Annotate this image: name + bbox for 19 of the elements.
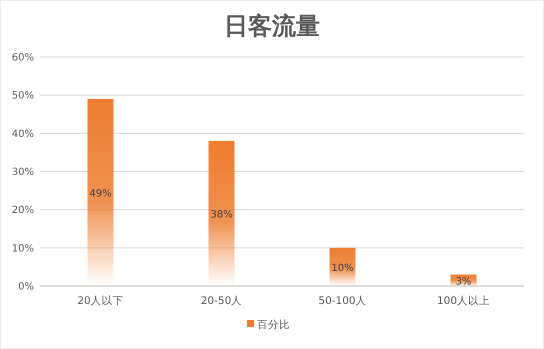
data-label: 38% bbox=[210, 209, 233, 220]
data-label: 3% bbox=[456, 276, 472, 288]
x-tick-label: 100人以上 bbox=[436, 294, 490, 307]
y-tick-label: 60% bbox=[12, 52, 34, 64]
y-tick-label: 20% bbox=[12, 205, 34, 216]
data-label: 49% bbox=[89, 188, 112, 200]
legend-label: 百分比 bbox=[257, 318, 290, 331]
chart-title: 日客流量 bbox=[224, 12, 320, 40]
bar bbox=[330, 248, 356, 286]
data-label: 10% bbox=[331, 262, 354, 274]
x-tick-label: 50-100人 bbox=[318, 295, 367, 307]
y-tick-label: 50% bbox=[12, 90, 34, 102]
bar bbox=[208, 140, 234, 286]
y-tick-label: 0% bbox=[18, 282, 34, 292]
y-tick-label: 30% bbox=[12, 167, 34, 178]
x-tick-label: 20人以下 bbox=[77, 294, 124, 307]
y-tick-label: 40% bbox=[12, 128, 34, 140]
y-tick-label: 10% bbox=[12, 243, 34, 254]
x-tick-label: 20-50人 bbox=[200, 295, 242, 307]
